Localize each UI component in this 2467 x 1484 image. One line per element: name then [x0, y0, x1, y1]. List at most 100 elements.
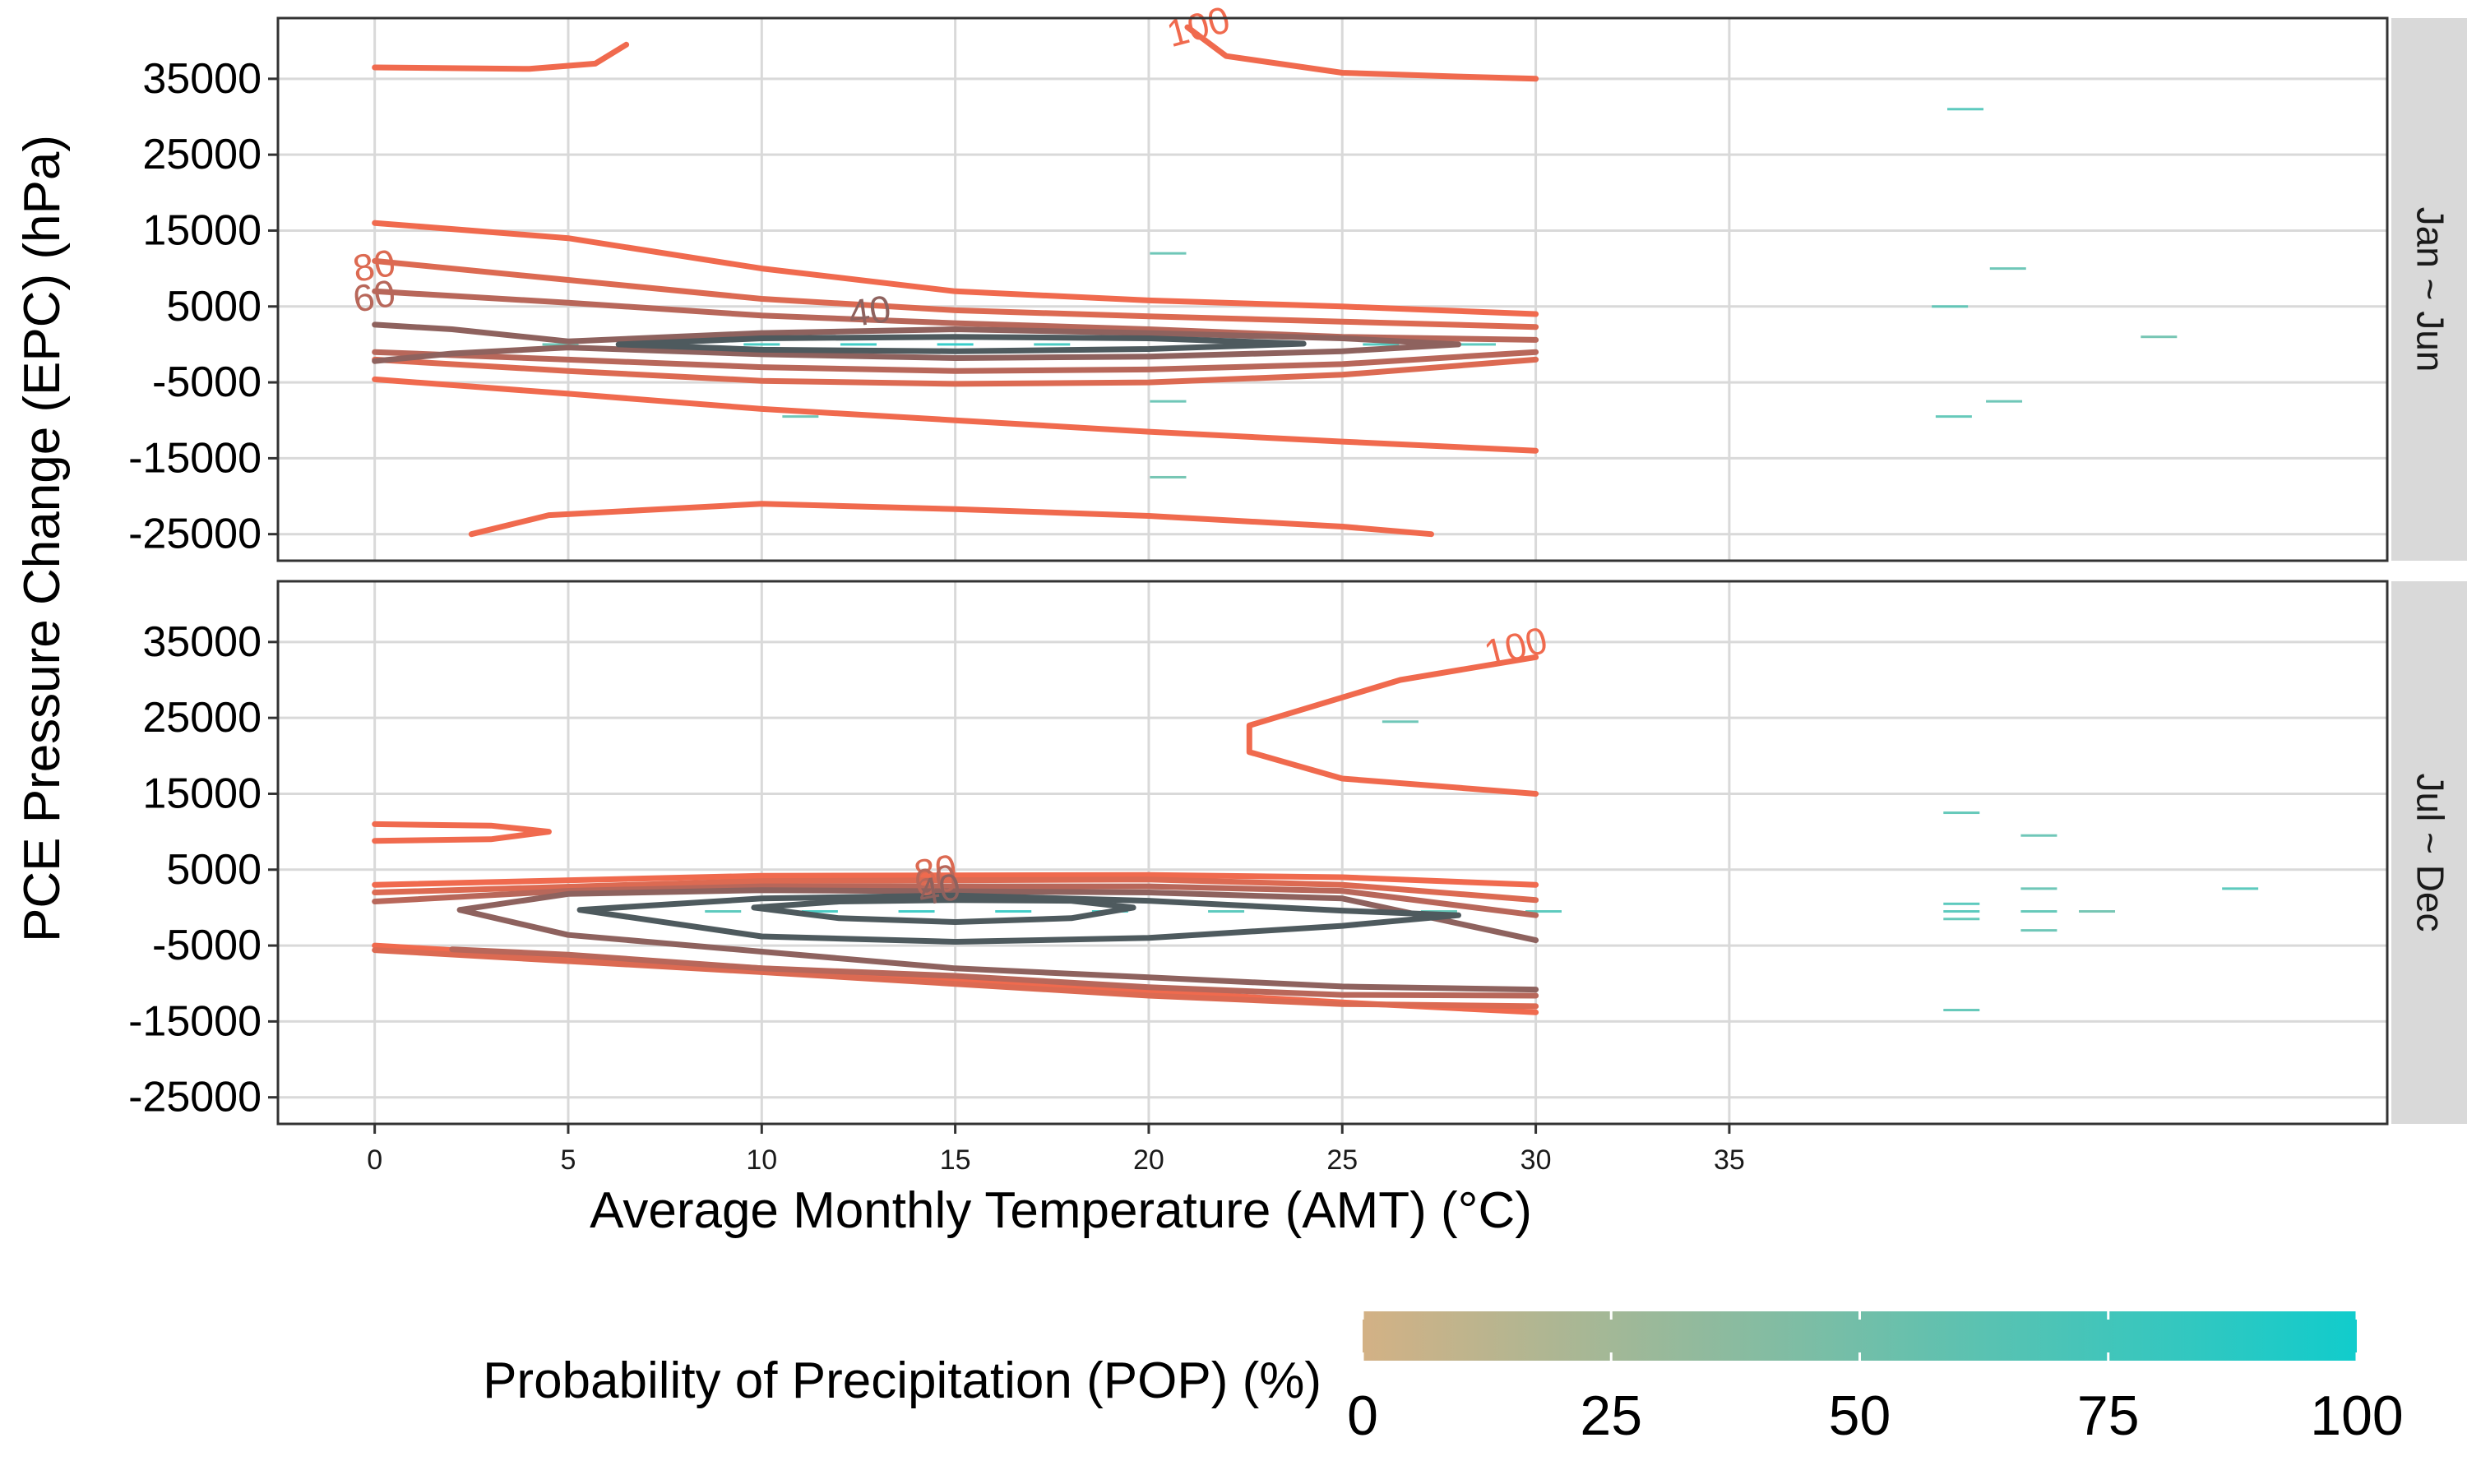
contour-line-100	[372, 41, 630, 72]
contour-line-60	[372, 883, 1539, 918]
pop-cell	[1525, 910, 1562, 913]
y-tick-label: -25000	[128, 1074, 262, 1121]
x-tick-label: 30	[1520, 1144, 1552, 1176]
pop-cell	[1208, 910, 1245, 913]
pop-cell	[782, 415, 819, 418]
contour-line-80	[372, 947, 1539, 1010]
facet-strip-label: Jul ~ Dec	[2409, 773, 2452, 932]
x-tick-label: 20	[1133, 1144, 1164, 1176]
contour-line-20	[576, 892, 1461, 945]
y-tick-label: 15000	[142, 206, 262, 254]
pop-cell	[542, 343, 579, 346]
legend-title: Probability of Precipitation (POP) (%)	[483, 1352, 1321, 1409]
x-tick-label: 0	[367, 1144, 382, 1176]
pop-cell	[1459, 343, 1496, 346]
x-axis-title: Average Monthly Temperature (AMT) (°C)	[590, 1182, 1532, 1239]
y-tick-label: 25000	[142, 131, 262, 178]
pop-cell	[1935, 415, 1972, 418]
pop-cell	[1947, 108, 1983, 111]
y-tick-label: -25000	[128, 511, 262, 558]
contour-line-40	[456, 887, 1539, 944]
pop-cell	[937, 343, 974, 346]
contour-line-100	[372, 376, 1539, 454]
pop-cell	[840, 343, 877, 346]
x-tick-label: 5	[561, 1144, 576, 1176]
pop-cell	[2141, 335, 2178, 339]
pop-cell	[2222, 887, 2259, 890]
contour-label: 80	[911, 846, 960, 895]
contour-label: 40	[846, 287, 894, 335]
pop-cell	[1943, 902, 1980, 905]
legend-tick-label: 0	[1347, 1385, 1378, 1447]
contour-line-40	[372, 321, 1461, 364]
panel-border	[276, 580, 2389, 1126]
pop-cell	[1989, 267, 2026, 270]
y-tick-label: -15000	[128, 997, 262, 1045]
x-tick-label: 25	[1326, 1144, 1358, 1176]
y-tick-label: -15000	[128, 434, 262, 482]
legend-tick-label: 75	[2077, 1385, 2140, 1447]
panel-background	[278, 581, 2387, 1124]
panel-2: 1008060403500025000150005000-5000-15000-…	[128, 580, 2467, 1126]
pop-cell	[2020, 887, 2057, 890]
pop-cell	[1943, 918, 1980, 921]
pop-cell	[2020, 910, 2057, 913]
y-tick-label: 25000	[142, 694, 262, 742]
contour-line-100	[1184, 24, 1539, 82]
contour-line-60	[449, 946, 1539, 999]
x-tick-label: 10	[746, 1144, 777, 1176]
pop-cell	[995, 910, 1032, 913]
y-tick-label: -5000	[152, 922, 262, 969]
y-tick-label: -5000	[152, 358, 262, 406]
x-tick-label: 15	[940, 1144, 971, 1176]
pop-cell	[2020, 834, 2057, 837]
pop-cell	[1943, 910, 1980, 913]
pop-cell	[705, 910, 742, 913]
pop-cell	[1150, 475, 1187, 478]
pop-cell	[1420, 910, 1457, 913]
y-tick-label: 5000	[166, 283, 262, 331]
contour-label: 60	[911, 856, 960, 905]
contour-line-40	[456, 907, 1539, 993]
pop-cell	[1932, 305, 1969, 308]
pop-cell	[1943, 1009, 1980, 1012]
contour-line-60	[372, 349, 1539, 374]
contour-line-80	[372, 257, 1539, 331]
pop-cell	[1150, 252, 1187, 255]
pop-cell	[2079, 910, 2116, 913]
facet-strip	[2391, 18, 2467, 561]
contour-line-100	[372, 220, 1539, 317]
y-axis-title: PCE Pressure Change (EPC) (hPa)	[14, 135, 71, 942]
pop-cell	[1034, 343, 1071, 346]
contour-line-100	[468, 501, 1434, 538]
pop-cell	[2020, 929, 2057, 932]
contour-line-100	[372, 821, 552, 844]
y-tick-label: 5000	[166, 846, 262, 894]
pop-cell	[743, 343, 780, 346]
panel-border	[276, 16, 2389, 562]
facet-strip-label: Jan ~ Jun	[2409, 207, 2452, 372]
pop-cell	[1986, 400, 2023, 403]
pop-cell	[1382, 720, 1419, 724]
y-tick-label: 35000	[142, 55, 262, 103]
contour-line-20	[751, 897, 1136, 925]
legend-tick-label: 50	[1829, 1385, 1891, 1447]
contour-line-100	[1246, 654, 1539, 797]
facet-strip	[2391, 581, 2467, 1124]
legend-tick-label: 25	[1580, 1385, 1642, 1447]
contour-line-80	[372, 356, 1539, 387]
contour-line-20	[615, 334, 1307, 354]
y-tick-label: 35000	[142, 618, 262, 666]
contour-line-80	[372, 876, 1539, 904]
pop-cell	[1943, 811, 1980, 815]
panel-background	[278, 18, 2387, 561]
x-tick-label: 35	[1714, 1144, 1745, 1176]
contour-label: 60	[349, 271, 398, 321]
pop-cell	[1363, 343, 1400, 346]
pop-cell	[898, 910, 935, 913]
y-tick-label: 15000	[142, 770, 262, 817]
legend-tick-label: 100	[2310, 1385, 2403, 1447]
